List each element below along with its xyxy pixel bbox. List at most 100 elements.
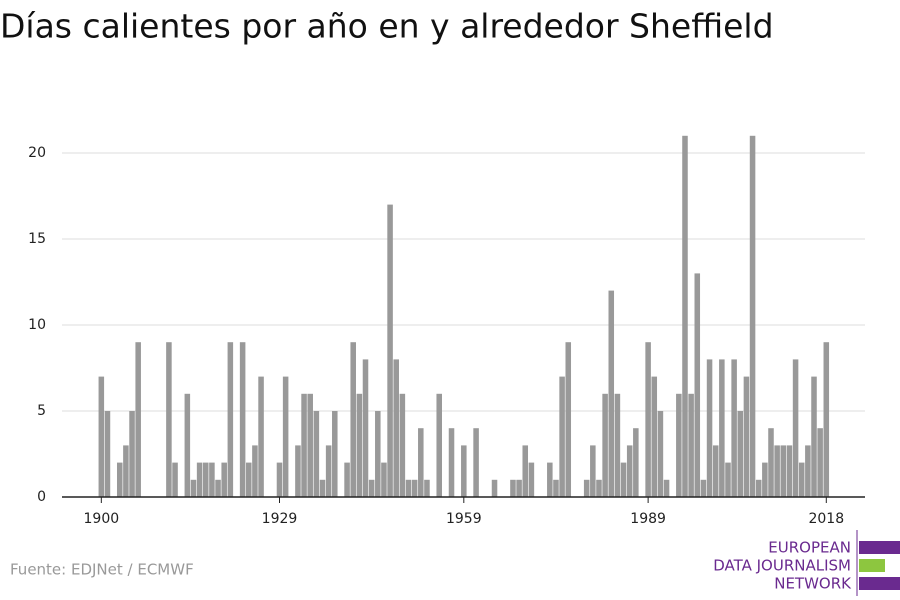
bar: [295, 445, 301, 497]
y-tick-label: 15: [28, 231, 46, 247]
bar: [332, 411, 338, 497]
bar: [620, 462, 627, 497]
bar: [792, 359, 799, 497]
logo-bar: [859, 541, 900, 554]
chart-title: Días calientes por año en y alrededor Sh…: [0, 7, 774, 46]
bar: [516, 479, 522, 497]
bar: [743, 376, 750, 497]
bar: [596, 479, 602, 497]
bar: [786, 445, 793, 497]
logo-text: EUROPEAN: [768, 539, 851, 557]
bar: [356, 393, 363, 497]
bar: [116, 462, 123, 497]
bar: [135, 342, 141, 497]
bar: [362, 359, 369, 497]
x-tick-label: 2018: [808, 511, 844, 527]
bar: [166, 342, 172, 497]
bar: [461, 445, 467, 497]
bar: [780, 445, 787, 497]
y-tick-label: 10: [28, 317, 46, 333]
bar: [688, 393, 694, 497]
bar: [418, 428, 424, 497]
bar: [282, 376, 289, 497]
bar: [172, 462, 178, 497]
bar: [196, 462, 203, 497]
bar: [448, 428, 455, 497]
bar: [706, 359, 713, 497]
x-tick-label: 1989: [630, 511, 666, 527]
bar: [762, 462, 768, 497]
bar: [313, 411, 320, 497]
x-tick-label: 1959: [446, 511, 482, 527]
bar: [731, 359, 737, 497]
source: Fuente: EDJNet / ECMWF: [10, 561, 194, 579]
bar: [491, 479, 498, 497]
bar: [209, 462, 215, 497]
bar: [104, 411, 111, 497]
bar: [350, 342, 356, 497]
bar: [424, 479, 430, 497]
x-tick-label: 1900: [84, 511, 120, 527]
bar: [602, 393, 608, 497]
bar: [559, 376, 565, 497]
bar: [184, 393, 191, 497]
bar: [399, 393, 406, 497]
bar: [590, 445, 596, 497]
bar: [645, 342, 651, 497]
bar: [583, 479, 590, 497]
bar: [368, 479, 375, 497]
bar: [319, 479, 326, 497]
logo-bar: [859, 577, 900, 590]
bar: [307, 393, 313, 497]
bar: [657, 411, 664, 497]
bar: [215, 479, 221, 497]
bar: [768, 428, 774, 497]
bar: [798, 462, 805, 497]
bar: [528, 462, 535, 497]
bar: [375, 411, 381, 497]
bar: [651, 376, 658, 497]
x-tick-label: 1929: [262, 511, 298, 527]
bar: [608, 290, 615, 497]
logo-bar: [859, 559, 885, 572]
y-tick-label: 20: [28, 145, 46, 161]
bar: [663, 479, 670, 497]
bar: [276, 462, 283, 497]
bar: [252, 445, 258, 497]
bar: [129, 411, 135, 497]
bar: [393, 359, 399, 497]
bar: [301, 393, 307, 497]
bar: [553, 479, 559, 497]
bar: [805, 445, 811, 497]
bar: [344, 462, 350, 497]
y-tick-label: 5: [37, 403, 46, 419]
bar: [547, 462, 553, 497]
bar: [436, 393, 442, 497]
bar: [749, 135, 756, 498]
logo-text: NETWORK: [774, 575, 852, 593]
bar: [411, 479, 418, 497]
bar: [614, 393, 621, 497]
bar: [774, 445, 780, 497]
bar: [565, 342, 572, 497]
bar: [682, 135, 688, 498]
bar: [811, 376, 817, 497]
bar: [381, 462, 387, 497]
bar: [755, 479, 762, 497]
bar: [258, 376, 264, 497]
bar: [737, 411, 744, 497]
bar: [227, 342, 234, 497]
bar: [405, 479, 412, 497]
bar: [203, 462, 209, 497]
bar: [325, 445, 332, 497]
bar: [522, 445, 529, 497]
bar: [239, 342, 246, 497]
y-tick-label: 0: [37, 489, 46, 505]
bar: [694, 273, 701, 497]
bar: [510, 479, 516, 497]
bar: [246, 462, 252, 497]
logo-text: DATA JOURNALISM: [713, 557, 851, 575]
bar: [123, 445, 129, 497]
